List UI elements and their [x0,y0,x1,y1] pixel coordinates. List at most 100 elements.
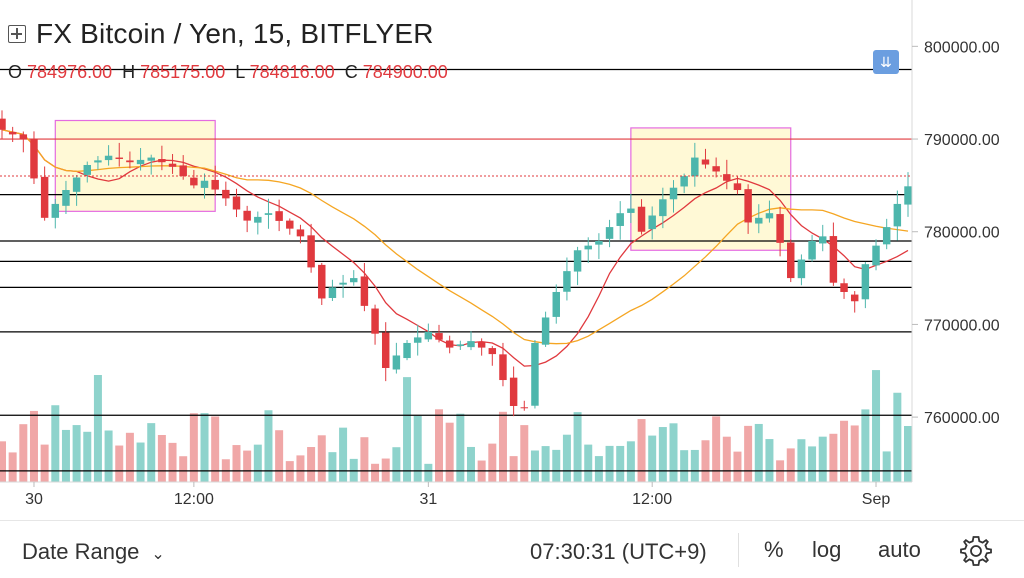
candle-body [339,282,347,285]
volume-bar [680,450,689,482]
candle-body [136,159,145,165]
expand-icon[interactable] [8,25,26,43]
volume-bar [669,423,678,482]
candle-body [840,283,848,292]
candle-body [776,214,784,243]
candle-body [232,196,241,210]
volume-bar [808,446,817,482]
candle-body [51,203,60,218]
candle-body [296,229,305,237]
highlight-box [54,119,216,212]
volume-bar [115,445,124,482]
volume-bar [381,458,390,482]
volume-bar [456,413,465,482]
volume-bar [0,441,6,482]
volume-bar [413,415,422,482]
volume-bar [850,425,859,482]
candle-body [829,236,838,283]
date-range-button[interactable]: Date Range ⌄ [22,539,165,565]
candle-body [200,180,209,188]
volume-bar [424,463,433,482]
x-tick-label: 30 [25,491,43,508]
volume-bar [243,450,252,482]
candle-body [648,215,656,230]
candle-body [264,213,273,215]
volume-bar [275,430,284,482]
candle-body [552,291,560,317]
volume-bar [168,442,177,482]
y-tick-label: 800000.00 [924,39,1000,56]
candle-body [424,331,433,340]
volume-bar [701,440,710,482]
auto-scale-button[interactable]: auto [878,537,921,562]
volume-bar [882,451,891,482]
candle-body [712,166,720,172]
horizontal-levels [0,68,912,472]
volume-bar [371,463,380,482]
volume-bar [648,435,657,482]
candle-body [403,342,411,359]
volume-bar [818,436,827,482]
x-axis-ticks: 30 12:00 31 12:00 Sep [25,482,890,508]
volume-bar [83,431,92,482]
candle-body [904,186,912,205]
volume-bar [605,445,614,482]
clock-readout: 07:30:31 (UTC+9) [530,539,707,564]
candle-body [318,264,326,299]
volume-bar [307,447,316,482]
price-chart[interactable]: 800000.00 790000.00 780000.00 770000.00 7600… [0,0,1024,520]
candle-body [190,177,198,186]
candle-body [541,317,550,345]
candle-body [0,118,6,130]
ma-slow-line [1,129,909,345]
volume-bar [61,429,70,482]
open-value: 784976.00 [27,62,113,82]
candle-body [882,227,891,245]
ohlc-readout: O 784976.00 H 785175.00 L 784816.00 C 78… [8,62,448,83]
volume-bar [637,419,646,482]
volume-bar [179,456,188,482]
candle-body [701,159,710,165]
chart-title: FX Bitcoin / Yen, 15, BITFLYER [36,18,434,49]
volume-bar [584,444,593,482]
volume-bar [253,444,262,482]
candle-body [691,157,699,177]
candle-body [499,354,507,381]
volume-bar [626,441,635,482]
volume-bar [147,423,156,482]
volume-bar [125,432,134,482]
volume-bar [435,409,444,482]
candle-body [456,344,465,346]
candle-body [477,341,486,348]
close-value: 784900.00 [362,62,448,82]
volume-bar [552,449,561,482]
volume-bar [392,447,401,482]
candle-body [168,163,177,167]
candle-body [787,242,795,279]
volume-bar [733,451,742,482]
volume-bar [744,425,753,482]
volume-bar [51,405,60,482]
candle-body [680,176,688,187]
volume-bar [530,450,539,482]
candle-body [115,157,123,159]
gear-icon[interactable] [958,533,994,574]
candle-body [19,134,28,140]
scroll-to-latest-icon[interactable]: ⇊ [873,50,899,74]
volume-bar [562,434,571,482]
toolbar-divider [738,533,739,567]
candle-body [126,160,134,163]
y-tick-label: 760000.00 [924,410,1000,427]
volume-bar [840,420,849,482]
volume-bar [658,427,667,482]
candle-body [723,174,731,181]
percent-scale-button[interactable]: % [764,537,784,562]
volume-bar [40,444,49,482]
open-key: O [8,62,23,82]
date-range-label: Date Range [22,539,140,564]
candle-body [371,308,379,334]
volume-bar [594,456,603,482]
candle-body [659,199,667,217]
log-scale-button[interactable]: log [812,537,842,562]
candle-body [381,332,390,368]
